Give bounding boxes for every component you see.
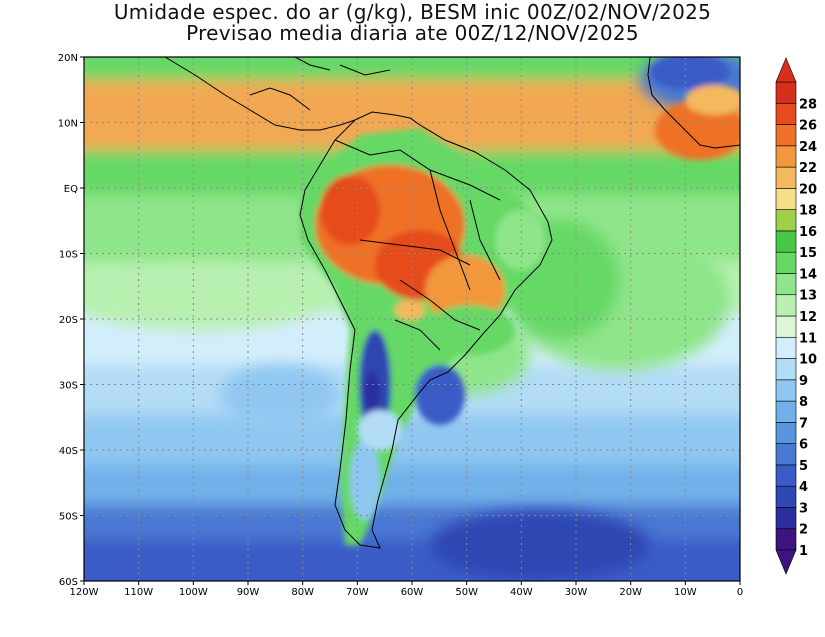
colorbar-label: 22 [799, 161, 817, 176]
colorbar-swatch [775, 81, 797, 104]
south-america-coast [299, 111, 553, 549]
lon-label: 90W [237, 587, 260, 598]
colorbar-swatch [775, 358, 797, 381]
lon-label: 30W [565, 587, 588, 598]
colorbar-swatch [775, 315, 797, 338]
lat-label: 10N [58, 119, 78, 130]
colorbar-label: 8 [799, 395, 808, 410]
lon-label: 120W [70, 587, 99, 598]
colorbar-label: 12 [799, 310, 817, 325]
lon-label: 20W [619, 587, 642, 598]
colorbar-swatch [775, 188, 797, 210]
africa-coast [647, 57, 740, 149]
lon-label: 0 [737, 587, 743, 598]
map-title-line1: Umidade espec. do ar (g/kg), BESM inic 0… [113, 0, 712, 24]
colorbar-swatch [775, 209, 797, 232]
colorbar-label: 14 [799, 267, 817, 282]
humidity-field [84, 57, 740, 581]
colorbar-label: 10 [799, 353, 817, 368]
colorbar-swatch [775, 422, 797, 444]
coastlines [90, 57, 740, 549]
brazil-borders [334, 139, 501, 351]
graticule [84, 57, 740, 581]
lat-label: 50S [59, 512, 78, 523]
lat-label: EQ [64, 184, 78, 195]
colorbar-label: 2 [799, 523, 808, 538]
colorbar-swatch [775, 230, 797, 253]
lat-label: 30S [59, 381, 78, 392]
colorbar-swatch [775, 443, 797, 466]
colorbar-swatch [775, 294, 797, 317]
north-america-coast [90, 57, 391, 76]
colorbar-swatch [775, 528, 797, 551]
colorbar-swatch [775, 464, 797, 487]
lat-label: 20N [58, 53, 78, 64]
lon-label: 110W [124, 587, 153, 598]
colorbar-swatch [775, 251, 797, 274]
colorbar-label: 24 [799, 140, 817, 155]
colorbar-label: 15 [799, 246, 817, 261]
colorbar-swatch [775, 507, 797, 530]
colorbar-swatch [775, 124, 797, 147]
lat-label: 40S [59, 446, 78, 457]
colorbar-label: 3 [799, 501, 808, 516]
map-frame [83, 56, 741, 582]
lon-label: 80W [291, 587, 314, 598]
map-title: Umidade espec. do ar (g/kg), BESM inic 0… [0, 2, 825, 44]
colorbar-label: 28 [799, 97, 817, 112]
colorbar-label: 1 [799, 544, 808, 559]
colorbar-label: 4 [799, 480, 808, 495]
map-title-line2: Previsao media diaria ate 00Z/12/NOV/202… [186, 21, 639, 45]
colorbar-swatch [775, 379, 797, 402]
lon-label: 60W [401, 587, 424, 598]
colorbar-swatch [775, 145, 797, 168]
lon-label: 100W [179, 587, 208, 598]
colorbar-label: 9 [799, 374, 808, 389]
colorbar-label: 13 [799, 289, 817, 304]
colorbar-label: 18 [799, 204, 817, 219]
colorbar-swatch [775, 102, 797, 125]
colorbar-label: 5 [799, 459, 808, 474]
lon-label: 50W [455, 587, 478, 598]
colorbar-swatch [775, 336, 797, 359]
lon-label: 70W [346, 587, 369, 598]
latitude-labels: 20N 10N EQ 10S 20S 30S 40S 50S 60S [58, 53, 84, 588]
central-america-coast [164, 57, 356, 131]
longitude-labels: 120W 110W 100W 90W 80W 70W 60W 50W 40W 30W 20W 10W 0 [70, 581, 743, 598]
colorbar-swatch [775, 400, 797, 423]
colorbar-label: 26 [799, 119, 817, 134]
lon-label: 40W [510, 587, 533, 598]
colorbar-label: 20 [799, 182, 817, 197]
colorbar-label: 16 [799, 225, 817, 240]
colorbar-swatch [775, 273, 797, 296]
colorbar-max-arrow [775, 57, 797, 83]
colorbar-label: 7 [799, 416, 808, 431]
lat-label: 60S [59, 577, 78, 588]
africa-field [650, 57, 740, 160]
colorbar-min-arrow [775, 549, 797, 575]
lat-label: 10S [59, 250, 78, 261]
colorbar-swatch [775, 166, 797, 189]
colorbar-label: 6 [799, 438, 808, 453]
lat-label: 20S [59, 315, 78, 326]
colorbar-label: 11 [799, 331, 817, 346]
colorbar-swatch [775, 485, 797, 508]
continent-field [300, 128, 550, 545]
lon-label: 10W [674, 587, 697, 598]
